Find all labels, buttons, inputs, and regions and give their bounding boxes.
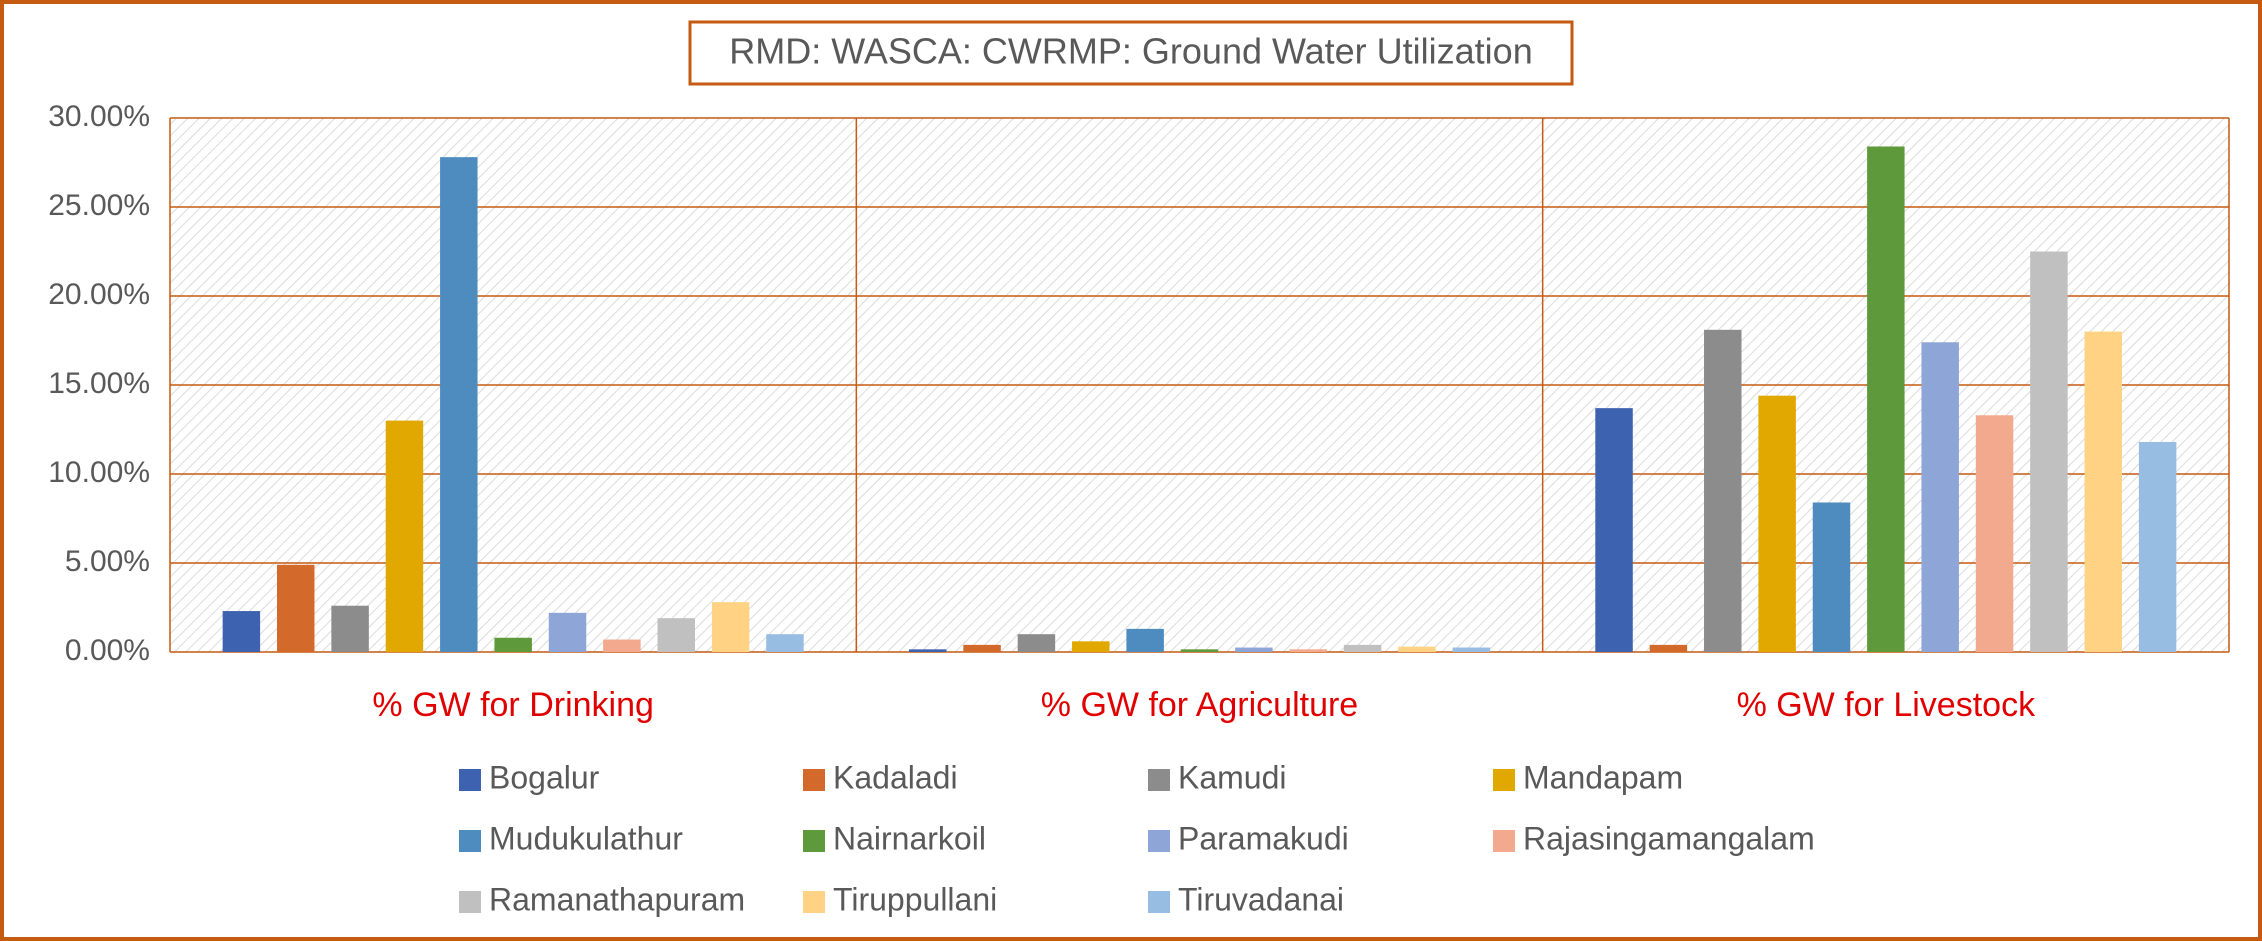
bar	[1975, 415, 2014, 652]
bar	[1289, 649, 1327, 652]
legend-label: Ramanathapuram	[489, 881, 745, 917]
bar	[331, 605, 369, 652]
bar	[711, 602, 750, 652]
bar	[2084, 331, 2123, 652]
y-tick-label: 20.00%	[48, 278, 150, 311]
bar	[1812, 502, 1851, 652]
bar	[766, 634, 804, 652]
legend-swatch	[459, 891, 481, 913]
bar	[657, 618, 695, 652]
bar	[1398, 646, 1436, 652]
legend-swatch	[803, 891, 825, 913]
y-tick-label: 5.00%	[65, 545, 150, 578]
bar	[548, 612, 587, 652]
legend-label: Mudukulathur	[489, 820, 683, 856]
bar	[2138, 441, 2177, 652]
y-tick-label: 15.00%	[48, 367, 150, 400]
bar	[1180, 649, 1219, 652]
bar	[1704, 329, 1742, 652]
bar	[440, 157, 478, 652]
bar	[1126, 628, 1164, 652]
bar	[1758, 395, 1796, 652]
legend-label: Tiruppullani	[833, 881, 997, 917]
bar	[1343, 644, 1382, 652]
title-box	[688, 20, 1574, 86]
legend-label: Bogalur	[489, 759, 600, 795]
bar	[385, 420, 424, 652]
y-tick-label: 10.00%	[48, 456, 150, 489]
legend-label: Mandapam	[1523, 759, 1683, 795]
legend-swatch	[1493, 830, 1515, 852]
bar	[276, 564, 315, 652]
legend-swatch	[1148, 891, 1170, 913]
legend-label: Nairnarkoil	[833, 820, 986, 856]
bar	[1235, 647, 1273, 652]
x-tick-label: % GW for Drinking	[372, 686, 654, 724]
bar	[1017, 634, 1056, 652]
legend-swatch	[1493, 769, 1515, 791]
legend-swatch	[459, 769, 481, 791]
bar	[1072, 641, 1110, 652]
legend-swatch	[1148, 769, 1170, 791]
legend-label: Paramakudi	[1178, 820, 1349, 856]
bar	[1867, 146, 1905, 653]
legend-swatch	[1148, 830, 1170, 852]
x-tick-label: % GW for Agriculture	[1041, 686, 1358, 724]
bar	[963, 644, 1001, 652]
legend-label: Kadaladi	[833, 759, 958, 795]
bar	[222, 611, 261, 652]
legend-swatch	[803, 769, 825, 791]
bar	[908, 649, 947, 652]
legend-label: Kamudi	[1178, 759, 1287, 795]
y-tick-label: 0.00%	[65, 634, 150, 667]
bar	[1595, 408, 1633, 652]
y-tick-label: 25.00%	[48, 189, 150, 222]
legend-label: Rajasingamangalam	[1523, 820, 1815, 856]
bar	[603, 639, 641, 652]
bar	[494, 637, 532, 652]
bar	[1649, 644, 1688, 652]
x-tick-label: % GW for Livestock	[1737, 686, 2037, 724]
bar	[2030, 251, 2068, 652]
chart-title: RMD: WASCA: CWRMP: Ground Water Utilizat…	[729, 31, 1532, 72]
bar	[1921, 342, 1959, 652]
legend-swatch	[803, 830, 825, 852]
y-tick-label: 30.00%	[48, 100, 150, 133]
legend-label: Tiruvadanai	[1178, 881, 1344, 917]
legend-swatch	[459, 830, 481, 852]
bar	[1452, 647, 1491, 652]
